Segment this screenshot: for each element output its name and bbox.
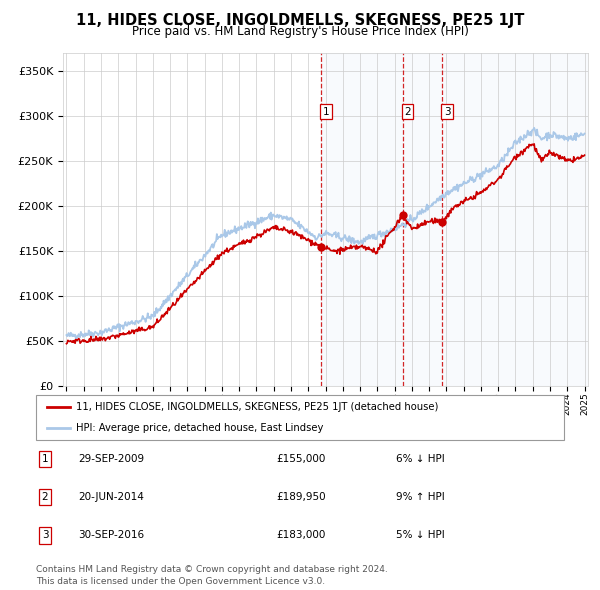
Text: 20-JUN-2014: 20-JUN-2014 xyxy=(78,492,144,502)
FancyBboxPatch shape xyxy=(36,395,564,440)
Text: £189,950: £189,950 xyxy=(276,492,326,502)
Text: £155,000: £155,000 xyxy=(276,454,325,464)
Text: 6% ↓ HPI: 6% ↓ HPI xyxy=(396,454,445,464)
Text: 5% ↓ HPI: 5% ↓ HPI xyxy=(396,530,445,540)
Text: Price paid vs. HM Land Registry's House Price Index (HPI): Price paid vs. HM Land Registry's House … xyxy=(131,25,469,38)
Text: This data is licensed under the Open Government Licence v3.0.: This data is licensed under the Open Gov… xyxy=(36,577,325,586)
Text: 9% ↑ HPI: 9% ↑ HPI xyxy=(396,492,445,502)
Text: 11, HIDES CLOSE, INGOLDMELLS, SKEGNESS, PE25 1JT (detached house): 11, HIDES CLOSE, INGOLDMELLS, SKEGNESS, … xyxy=(76,402,438,412)
Text: Contains HM Land Registry data © Crown copyright and database right 2024.: Contains HM Land Registry data © Crown c… xyxy=(36,565,388,574)
Text: 2: 2 xyxy=(41,492,49,502)
Bar xyxy=(321,53,590,386)
Text: 30-SEP-2016: 30-SEP-2016 xyxy=(78,530,144,540)
Text: 11, HIDES CLOSE, INGOLDMELLS, SKEGNESS, PE25 1JT: 11, HIDES CLOSE, INGOLDMELLS, SKEGNESS, … xyxy=(76,13,524,28)
Text: 3: 3 xyxy=(444,107,451,117)
Text: £183,000: £183,000 xyxy=(276,530,325,540)
Text: 1: 1 xyxy=(41,454,49,464)
Text: 2: 2 xyxy=(404,107,411,117)
Text: HPI: Average price, detached house, East Lindsey: HPI: Average price, detached house, East… xyxy=(76,422,323,432)
Text: 1: 1 xyxy=(323,107,329,117)
Text: 29-SEP-2009: 29-SEP-2009 xyxy=(78,454,144,464)
Text: 3: 3 xyxy=(41,530,49,540)
